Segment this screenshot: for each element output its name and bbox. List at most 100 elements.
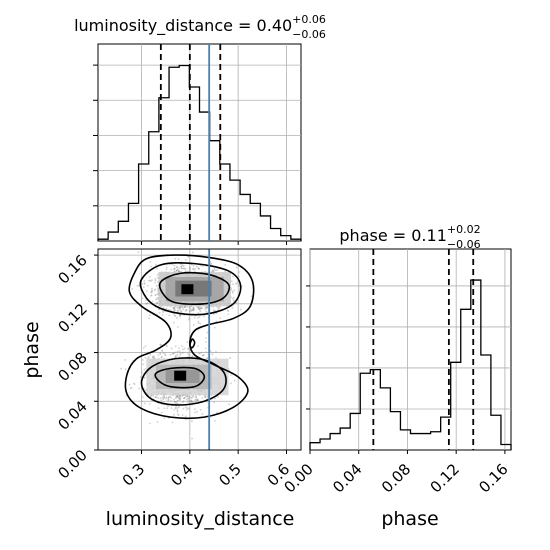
sample-point: [168, 396, 171, 399]
hist-bin: [431, 432, 441, 450]
sample-point: [236, 280, 239, 283]
sample-point: [181, 401, 184, 404]
sample-point: [158, 311, 161, 314]
sample-point: [198, 267, 200, 270]
sample-point: [143, 376, 146, 379]
title-minus: −0.06: [292, 28, 326, 41]
sample-point: [170, 268, 172, 271]
hist-bin: [169, 67, 179, 241]
sample-point: [196, 410, 198, 413]
sample-point: [177, 307, 180, 309]
hist-bin: [179, 65, 189, 241]
sample-point: [160, 411, 163, 414]
sample-point: [205, 351, 208, 354]
hist-bin: [260, 216, 270, 241]
sample-point: [193, 316, 196, 319]
hist-bin: [451, 362, 461, 450]
sample-point: [201, 354, 204, 357]
sample-point: [173, 270, 176, 273]
sample-point: [143, 402, 146, 405]
y-tick-label: 0.04: [54, 397, 90, 433]
sample-point: [156, 267, 159, 270]
sample-point: [154, 293, 157, 296]
hist-phase-bars: [309, 279, 512, 450]
title-value: 0.40: [257, 16, 293, 35]
sample-point: [164, 397, 167, 400]
title-plus: +0.02: [447, 223, 481, 236]
sample-point: [187, 347, 190, 350]
sample-point: [173, 314, 176, 317]
sample-point: [151, 355, 154, 358]
sample-point: [177, 270, 180, 273]
sample-point: [187, 318, 190, 321]
sample-point: [178, 397, 181, 400]
sample-point: [173, 268, 175, 270]
sample-point: [175, 396, 178, 399]
sample-point: [156, 297, 158, 300]
sample-point: [161, 355, 163, 358]
sample-point: [159, 343, 162, 346]
sample-point: [198, 268, 200, 270]
sample-point: [191, 308, 194, 311]
contour-line: [124, 254, 255, 420]
sample-point: [232, 299, 235, 302]
sample-point: [191, 420, 193, 422]
sample-point: [145, 302, 148, 305]
sample-point: [205, 306, 208, 309]
sample-point: [177, 309, 180, 312]
sample-point: [161, 350, 164, 353]
sample-point: [178, 314, 181, 317]
hist-bin: [491, 415, 501, 450]
hist-bin: [411, 434, 421, 450]
sample-point: [182, 267, 185, 270]
sample-point: [231, 297, 234, 300]
title-value: 0.11: [411, 226, 447, 245]
sample-point: [217, 307, 220, 309]
x-tick-label: 0.12: [427, 460, 463, 496]
title-param: phase: [339, 226, 387, 245]
sample-point: [195, 396, 198, 399]
density-peak: [181, 284, 194, 295]
sample-point: [176, 402, 178, 405]
sample-point: [169, 353, 172, 356]
sample-point: [165, 268, 168, 271]
sample-point: [143, 282, 146, 285]
sample-point: [150, 294, 153, 297]
x-tick-label: 0.16: [475, 460, 511, 496]
sample-point: [170, 397, 173, 399]
sample-point: [159, 397, 162, 400]
sample-point: [145, 290, 148, 293]
sample-point: [178, 397, 181, 400]
sample-point: [179, 314, 181, 317]
hist-bin: [370, 370, 380, 450]
y-tick-label: 0.16: [54, 251, 90, 287]
sample-point: [199, 264, 202, 267]
sample-point: [182, 348, 184, 351]
sample-point: [188, 268, 191, 271]
sample-point: [179, 315, 182, 318]
sample-point: [174, 315, 177, 317]
sample-point: [142, 363, 145, 366]
sample-point: [204, 347, 207, 350]
sample-point: [176, 350, 179, 353]
sample-point: [188, 317, 191, 320]
sample-point: [188, 310, 191, 313]
sample-point: [192, 309, 195, 312]
contour-line: [154, 366, 206, 389]
sample-point: [147, 357, 150, 359]
sample-point: [184, 415, 187, 418]
sample-point: [191, 309, 194, 311]
sample-point: [171, 353, 174, 355]
sample-point: [163, 407, 166, 410]
sample-point: [188, 266, 191, 269]
sample-point: [238, 284, 240, 287]
sample-point: [235, 266, 238, 269]
hist-bin: [210, 141, 220, 241]
sample-point: [186, 395, 189, 398]
sample-point: [196, 399, 199, 402]
sample-point: [231, 283, 234, 286]
sample-point: [224, 264, 227, 266]
hist-bin: [128, 203, 138, 241]
contour-line: [139, 262, 242, 316]
density-shade: [175, 280, 212, 297]
